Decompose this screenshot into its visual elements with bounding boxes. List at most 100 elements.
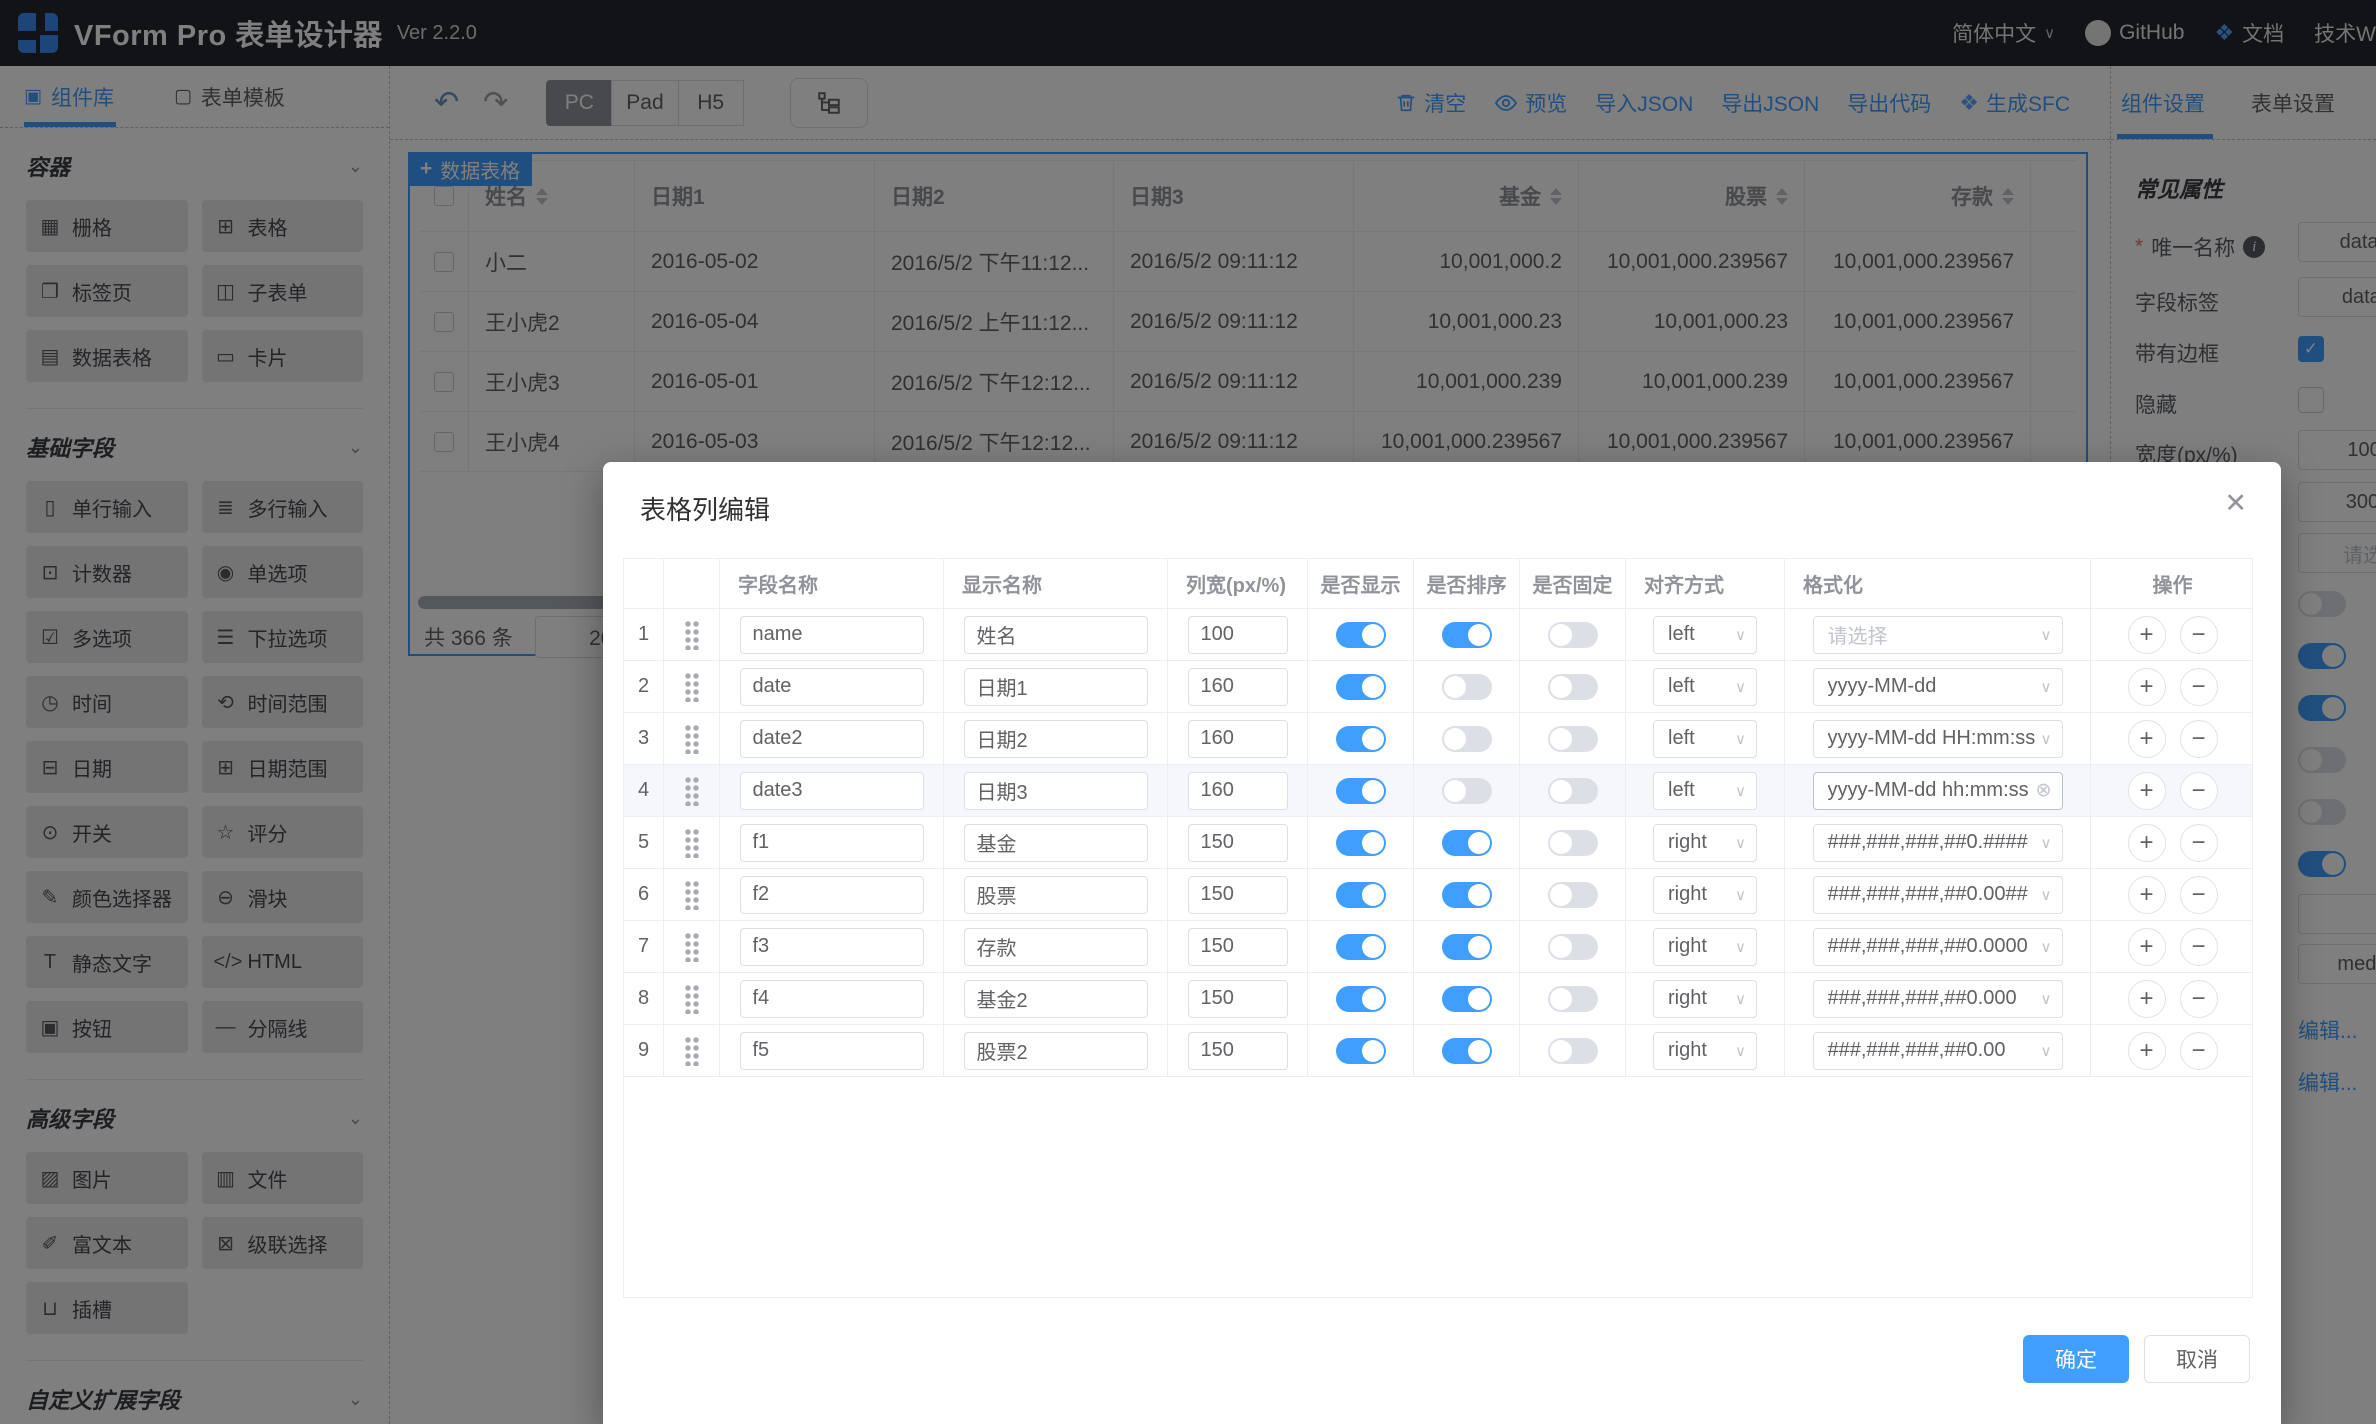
- fixed-toggle[interactable]: [1547, 829, 1598, 856]
- add-column-button[interactable]: +: [2127, 823, 2166, 862]
- display-name-input[interactable]: [963, 667, 1148, 706]
- remove-column-button[interactable]: −: [2179, 979, 2218, 1018]
- remove-column-button[interactable]: −: [2179, 1031, 2218, 1070]
- show-toggle[interactable]: [1335, 673, 1386, 700]
- cancel-button[interactable]: 取消: [2144, 1335, 2250, 1383]
- ok-button[interactable]: 确定: [2023, 1335, 2129, 1383]
- align-select[interactable]: right ∨: [1653, 979, 1757, 1018]
- align-select[interactable]: right ∨: [1653, 875, 1757, 914]
- remove-column-button[interactable]: −: [2179, 667, 2218, 706]
- display-name-input[interactable]: [963, 771, 1148, 810]
- fixed-toggle[interactable]: [1547, 881, 1598, 908]
- field-name-input[interactable]: [739, 927, 924, 966]
- display-name-input[interactable]: [963, 823, 1148, 862]
- sort-toggle[interactable]: [1441, 777, 1492, 804]
- sort-toggle[interactable]: [1441, 881, 1492, 908]
- align-select[interactable]: left ∨: [1653, 719, 1757, 758]
- sort-toggle[interactable]: [1441, 673, 1492, 700]
- format-select[interactable]: 请选择∨⊗: [1812, 615, 2063, 654]
- add-column-button[interactable]: +: [2127, 667, 2166, 706]
- sort-toggle[interactable]: [1441, 933, 1492, 960]
- col-width-input[interactable]: [1187, 719, 1288, 758]
- show-toggle[interactable]: [1335, 933, 1386, 960]
- field-name-input[interactable]: [739, 823, 924, 862]
- format-select[interactable]: ###,###,###,##0.00##∨⊗: [1812, 875, 2063, 914]
- remove-column-button[interactable]: −: [2179, 823, 2218, 862]
- align-select[interactable]: right ∨: [1653, 1031, 1757, 1070]
- add-column-button[interactable]: +: [2127, 927, 2166, 966]
- remove-column-button[interactable]: −: [2179, 927, 2218, 966]
- drag-handle-icon[interactable]: [683, 1035, 700, 1066]
- show-toggle[interactable]: [1335, 777, 1386, 804]
- col-width-input[interactable]: [1187, 667, 1288, 706]
- drag-handle-icon[interactable]: [683, 619, 700, 650]
- drag-handle-icon[interactable]: [683, 723, 700, 754]
- format-select[interactable]: ###,###,###,##0.000∨⊗: [1812, 979, 2063, 1018]
- sort-toggle[interactable]: [1441, 985, 1492, 1012]
- align-select[interactable]: right ∨: [1653, 823, 1757, 862]
- col-width-input[interactable]: [1187, 1031, 1288, 1070]
- format-select[interactable]: ###,###,###,##0.####∨⊗: [1812, 823, 2063, 862]
- col-width-input[interactable]: [1187, 927, 1288, 966]
- align-select[interactable]: left ∨: [1653, 771, 1757, 810]
- format-select[interactable]: ###,###,###,##0.00∨⊗: [1812, 1031, 2063, 1070]
- drag-handle-icon[interactable]: [683, 671, 700, 702]
- sort-toggle[interactable]: [1441, 829, 1492, 856]
- show-toggle[interactable]: [1335, 985, 1386, 1012]
- display-name-input[interactable]: [963, 719, 1148, 758]
- sort-toggle[interactable]: [1441, 621, 1492, 648]
- format-select[interactable]: yyyy-MM-dd hh:mm:ss∨⊗: [1812, 771, 2063, 810]
- close-icon[interactable]: ✕: [2224, 488, 2247, 518]
- fixed-toggle[interactable]: [1547, 1037, 1598, 1064]
- display-name-input[interactable]: [963, 875, 1148, 914]
- fixed-toggle[interactable]: [1547, 725, 1598, 752]
- col-width-input[interactable]: [1187, 823, 1288, 862]
- field-name-input[interactable]: [739, 1031, 924, 1070]
- fixed-toggle[interactable]: [1547, 777, 1598, 804]
- fixed-toggle[interactable]: [1547, 621, 1598, 648]
- fixed-toggle[interactable]: [1547, 933, 1598, 960]
- remove-column-button[interactable]: −: [2179, 771, 2218, 810]
- field-name-input[interactable]: [739, 875, 924, 914]
- display-name-input[interactable]: [963, 615, 1148, 654]
- align-select[interactable]: right ∨: [1653, 927, 1757, 966]
- field-name-input[interactable]: [739, 719, 924, 758]
- col-width-input[interactable]: [1187, 875, 1288, 914]
- show-toggle[interactable]: [1335, 725, 1386, 752]
- remove-column-button[interactable]: −: [2179, 875, 2218, 914]
- fixed-toggle[interactable]: [1547, 985, 1598, 1012]
- display-name-input[interactable]: [963, 1031, 1148, 1070]
- add-column-button[interactable]: +: [2127, 979, 2166, 1018]
- align-select[interactable]: left ∨: [1653, 667, 1757, 706]
- drag-handle-icon[interactable]: [683, 879, 700, 910]
- fixed-toggle[interactable]: [1547, 673, 1598, 700]
- drag-handle-icon[interactable]: [683, 827, 700, 858]
- display-name-input[interactable]: [963, 979, 1148, 1018]
- clear-icon[interactable]: ⊗: [2035, 780, 2052, 801]
- col-width-input[interactable]: [1187, 615, 1288, 654]
- remove-column-button[interactable]: −: [2179, 615, 2218, 654]
- field-name-input[interactable]: [739, 771, 924, 810]
- add-column-button[interactable]: +: [2127, 875, 2166, 914]
- add-column-button[interactable]: +: [2127, 771, 2166, 810]
- drag-handle-icon[interactable]: [683, 931, 700, 962]
- field-name-input[interactable]: [739, 667, 924, 706]
- add-column-button[interactable]: +: [2127, 615, 2166, 654]
- add-column-button[interactable]: +: [2127, 719, 2166, 758]
- drag-handle-icon[interactable]: [683, 983, 700, 1014]
- drag-handle-icon[interactable]: [683, 775, 700, 806]
- add-column-button[interactable]: +: [2127, 1031, 2166, 1070]
- col-width-input[interactable]: [1187, 771, 1288, 810]
- format-select[interactable]: ###,###,###,##0.0000∨⊗: [1812, 927, 2063, 966]
- sort-toggle[interactable]: [1441, 725, 1492, 752]
- display-name-input[interactable]: [963, 927, 1148, 966]
- show-toggle[interactable]: [1335, 1037, 1386, 1064]
- field-name-input[interactable]: [739, 615, 924, 654]
- format-select[interactable]: yyyy-MM-dd HH:mm:ss∨⊗: [1812, 719, 2063, 758]
- format-select[interactable]: yyyy-MM-dd∨⊗: [1812, 667, 2063, 706]
- field-name-input[interactable]: [739, 979, 924, 1018]
- show-toggle[interactable]: [1335, 621, 1386, 648]
- show-toggle[interactable]: [1335, 881, 1386, 908]
- col-width-input[interactable]: [1187, 979, 1288, 1018]
- align-select[interactable]: left ∨: [1653, 615, 1757, 654]
